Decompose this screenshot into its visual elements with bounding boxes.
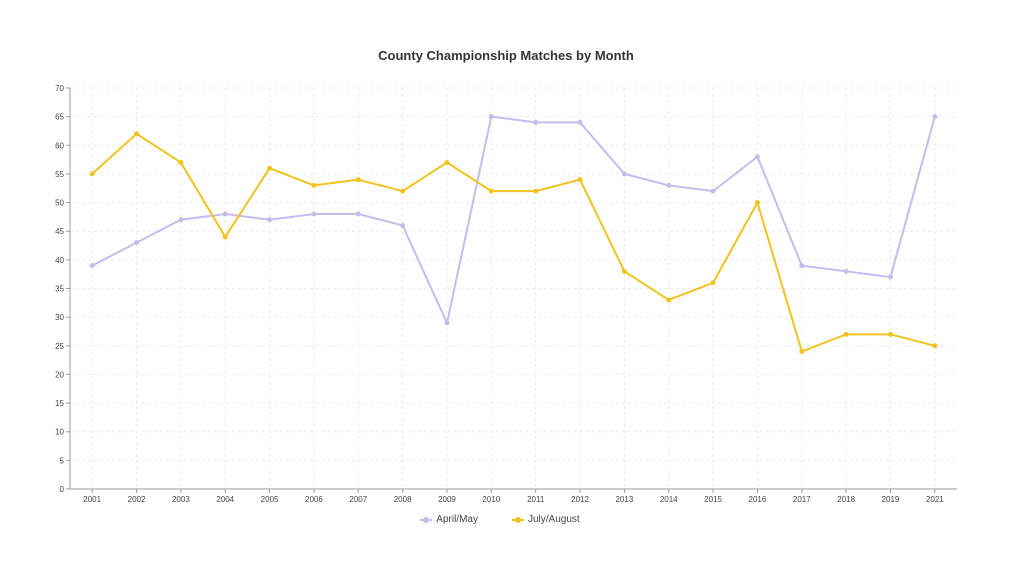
data-point — [887, 331, 893, 337]
data-point — [533, 188, 539, 194]
y-tick-label: 10 — [55, 428, 64, 437]
y-tick-label: 65 — [55, 113, 64, 122]
x-tick-label: 2008 — [394, 495, 412, 504]
data-point — [400, 222, 406, 228]
data-point — [134, 240, 140, 246]
data-point — [355, 177, 361, 183]
y-tick-label: 5 — [60, 456, 65, 465]
y-tick-label: 35 — [55, 285, 64, 294]
x-tick-label: 2018 — [837, 495, 855, 504]
data-point — [134, 131, 140, 137]
data-point — [887, 274, 893, 280]
data-point — [222, 234, 228, 240]
x-tick-label: 2006 — [305, 495, 323, 504]
data-point — [533, 119, 539, 125]
y-tick-label: 0 — [60, 485, 65, 494]
data-point — [178, 217, 184, 223]
x-tick-label: 2014 — [660, 495, 678, 504]
series-line-1 — [91, 115, 936, 324]
data-point — [178, 159, 184, 165]
data-point — [267, 165, 273, 171]
y-tick-label: 70 — [55, 84, 64, 93]
data-point — [577, 177, 583, 183]
data-point — [488, 114, 494, 120]
x-tick-label: 2017 — [793, 495, 811, 504]
series-line-2 — [91, 132, 936, 353]
data-point — [222, 211, 228, 217]
y-tick-label: 50 — [55, 199, 64, 208]
data-point — [311, 182, 317, 188]
y-tick-label: 40 — [55, 256, 64, 265]
data-point — [754, 154, 760, 160]
data-point — [710, 280, 716, 286]
data-point — [400, 188, 406, 194]
x-tick-label: 2004 — [216, 495, 234, 504]
x-tick-label: 2007 — [349, 495, 367, 504]
data-point — [311, 211, 317, 217]
data-point — [799, 263, 805, 269]
x-tick-label: 2011 — [527, 495, 545, 504]
data-point — [444, 159, 450, 165]
x-tick-label: 2003 — [172, 495, 190, 504]
data-point — [799, 349, 805, 355]
y-tick-label: 55 — [55, 170, 64, 179]
x-tick-label: 2013 — [615, 495, 633, 504]
x-tick-label: 2001 — [83, 495, 101, 504]
data-point — [843, 268, 849, 274]
data-point — [89, 171, 95, 177]
data-point — [577, 119, 583, 125]
data-point — [89, 263, 95, 269]
chart-legend: April/May July/August — [0, 514, 1000, 525]
legend-marker-icon — [420, 515, 433, 525]
chart-title: County Championship Matches by Month — [378, 48, 634, 63]
data-point — [932, 343, 938, 349]
data-point — [710, 188, 716, 194]
x-tick-label: 2002 — [128, 495, 146, 504]
legend-marker-icon — [511, 515, 524, 525]
y-tick-label: 60 — [55, 141, 64, 150]
data-point — [621, 268, 627, 274]
data-point — [754, 200, 760, 206]
x-tick-label: 2021 — [926, 495, 944, 504]
legend-label: April/May — [436, 514, 478, 525]
data-point — [488, 188, 494, 194]
data-point — [444, 320, 450, 326]
y-tick-label: 25 — [55, 342, 64, 351]
x-tick-label: 2019 — [882, 495, 900, 504]
x-tick-label: 2005 — [261, 495, 279, 504]
data-point — [267, 217, 273, 223]
x-tick-label: 2015 — [704, 495, 722, 504]
legend-item-1[interactable]: April/May — [420, 514, 478, 525]
data-point — [932, 114, 938, 120]
x-tick-label: 2012 — [571, 495, 589, 504]
y-tick-label: 15 — [55, 399, 64, 408]
x-tick-label: 2009 — [438, 495, 456, 504]
data-point — [355, 211, 361, 217]
legend-label: July/August — [527, 514, 580, 525]
data-point — [666, 297, 672, 303]
data-point — [843, 331, 849, 337]
y-tick-label: 20 — [55, 370, 64, 379]
data-point — [621, 171, 627, 177]
data-point — [666, 182, 672, 188]
y-tick-label: 30 — [55, 313, 64, 322]
x-tick-label: 2016 — [749, 495, 767, 504]
y-tick-label: 45 — [55, 227, 64, 236]
x-tick-label: 2010 — [482, 495, 500, 504]
legend-item-2[interactable]: July/August — [511, 514, 580, 525]
